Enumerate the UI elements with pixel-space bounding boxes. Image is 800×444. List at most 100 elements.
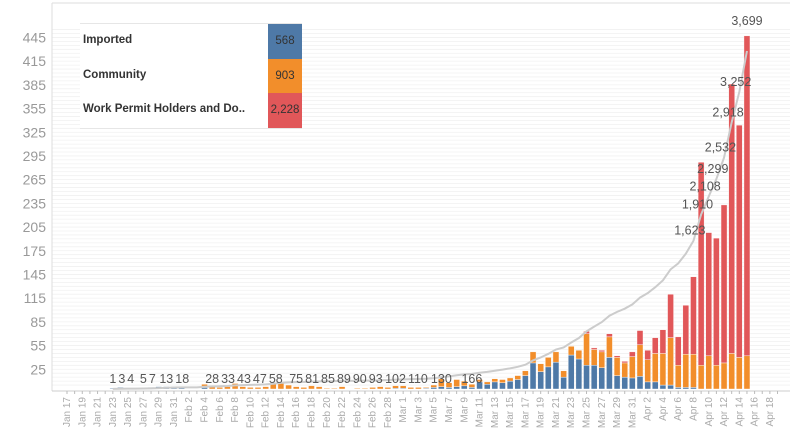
cumulative-label: 110 (408, 372, 428, 386)
y-tick-label: 325 (23, 124, 47, 140)
bar-segment-community (491, 378, 499, 383)
bar-segment-community (613, 357, 621, 376)
x-tick-label: Apr 8 (688, 397, 699, 421)
cumulative-label: 2,918 (712, 105, 743, 119)
x-tick-label: Mar 29 (612, 397, 623, 429)
bar-segment-community (506, 377, 514, 382)
x-tick-label: Jan 25 (123, 397, 134, 427)
bar-segment-imported (491, 381, 499, 390)
bar-segment-community (636, 344, 644, 377)
bar-segment-work-permit (682, 305, 690, 355)
x-tick-label: Mar 21 (551, 397, 562, 429)
bar-segment-community (331, 388, 338, 390)
legend-item-community[interactable]: Community 903 (80, 58, 302, 94)
bar-segment-community (514, 375, 521, 380)
cumulative-label: 3,699 (731, 14, 762, 28)
bar-segment-community (407, 387, 414, 390)
x-tick-label: Jan 31 (169, 397, 180, 427)
x-tick-label: Jan 21 (93, 397, 104, 427)
cumulative-label: 33 (221, 372, 235, 386)
x-tick-label: Apr 6 (673, 397, 684, 421)
x-tick-label: Mar 1 (398, 397, 409, 423)
bar-segment-imported (613, 375, 621, 390)
x-tick-label: Feb 10 (245, 397, 256, 429)
bar-segment-community (644, 359, 651, 383)
bar-segment-work-permit (659, 329, 667, 354)
y-tick-label: 145 (23, 266, 47, 282)
bar-segment-community (705, 355, 712, 390)
cumulative-label: 3 (118, 372, 125, 386)
bar-segment-community (568, 346, 575, 356)
bar-segment-community (720, 362, 728, 390)
bar-segment-imported (545, 366, 552, 390)
y-tick-label: 115 (24, 290, 47, 306)
x-tick-label: Apr 12 (719, 397, 730, 427)
cumulative-label: 81 (305, 372, 319, 386)
legend-item-work-permit[interactable]: Work Permit Holders and Do.. 2,228 (80, 93, 302, 128)
bar-segment-community (499, 379, 506, 383)
bar-segment-community (598, 351, 605, 368)
y-tick-label: 235 (23, 195, 47, 211)
x-tick-label: Feb 28 (383, 397, 394, 429)
bar-segment-imported (583, 365, 590, 390)
bar-segment-imported (675, 387, 682, 390)
bar-segment-community (461, 380, 468, 387)
bar-segment-imported (514, 379, 521, 390)
bar-segment-community (285, 384, 292, 390)
bar-segment-imported (575, 358, 583, 390)
x-tick-label: Feb 8 (230, 397, 241, 423)
bar-segment-community (736, 357, 743, 390)
bar-segment-community (697, 365, 705, 390)
bar-segment-work-permit (697, 162, 705, 366)
bar-segment-imported (438, 386, 445, 390)
x-tick-label: Mar 27 (597, 397, 608, 429)
cumulative-line (112, 50, 748, 390)
x-tick-label: Apr 18 (765, 397, 776, 427)
bar-segment-community (476, 379, 483, 383)
bar-segment-imported (606, 357, 613, 390)
bar-segment-imported (537, 371, 544, 390)
bar-segment-community (338, 386, 346, 390)
x-tick-label: Apr 10 (704, 397, 715, 427)
bar-segment-community (583, 333, 590, 366)
bar-segment-imported (461, 385, 468, 390)
bar-segment-work-permit (598, 350, 605, 353)
x-tick-label: Apr 4 (658, 397, 669, 421)
x-tick-label: Feb 18 (306, 397, 317, 429)
legend-item-imported[interactable]: Imported 568 (80, 24, 302, 59)
x-tick-label: Jan 29 (154, 397, 165, 427)
legend-total: 2,228 (268, 93, 302, 128)
bar-segment-community (438, 378, 445, 387)
bar-segment-work-permit (690, 276, 697, 355)
bar-segment-work-permit (705, 232, 712, 357)
bar-segment-community (552, 351, 560, 363)
y-tick-label: 25 (30, 361, 46, 377)
bar-segment-community (354, 388, 361, 390)
bar-segment-imported (499, 382, 506, 390)
x-tick-label: Mar 13 (490, 397, 501, 429)
bar-segment-community (522, 370, 529, 376)
bar-segment-imported (529, 362, 537, 390)
bar-segment-community (590, 349, 598, 366)
y-tick-label: 415 (23, 53, 47, 69)
bar-segment-community (713, 365, 720, 390)
x-tick-label: Apr 16 (750, 397, 761, 427)
cumulative-label: 43 (237, 372, 251, 386)
bar-segment-community (369, 387, 376, 390)
x-tick-label: Feb 20 (322, 397, 333, 429)
bar-segment-community (560, 370, 567, 378)
y-tick-label: 385 (23, 77, 47, 93)
bar-segment-imported (468, 387, 476, 390)
bar-segment-imported (568, 354, 575, 390)
bar-segment-community (743, 355, 751, 390)
bar-segment-imported (484, 384, 491, 390)
bar-segment-work-permit (629, 351, 636, 357)
bar-segment-imported (659, 384, 667, 390)
bar-segment-work-permit (667, 294, 674, 338)
bar-segment-imported (506, 380, 514, 390)
x-tick-label: Jan 27 (138, 397, 149, 427)
cumulative-label: 47 (253, 372, 267, 386)
legend-label: Work Permit Holders and Do.. (83, 103, 246, 116)
cumulative-label: 75 (289, 372, 303, 386)
cumulative-label: 2,532 (705, 141, 736, 155)
